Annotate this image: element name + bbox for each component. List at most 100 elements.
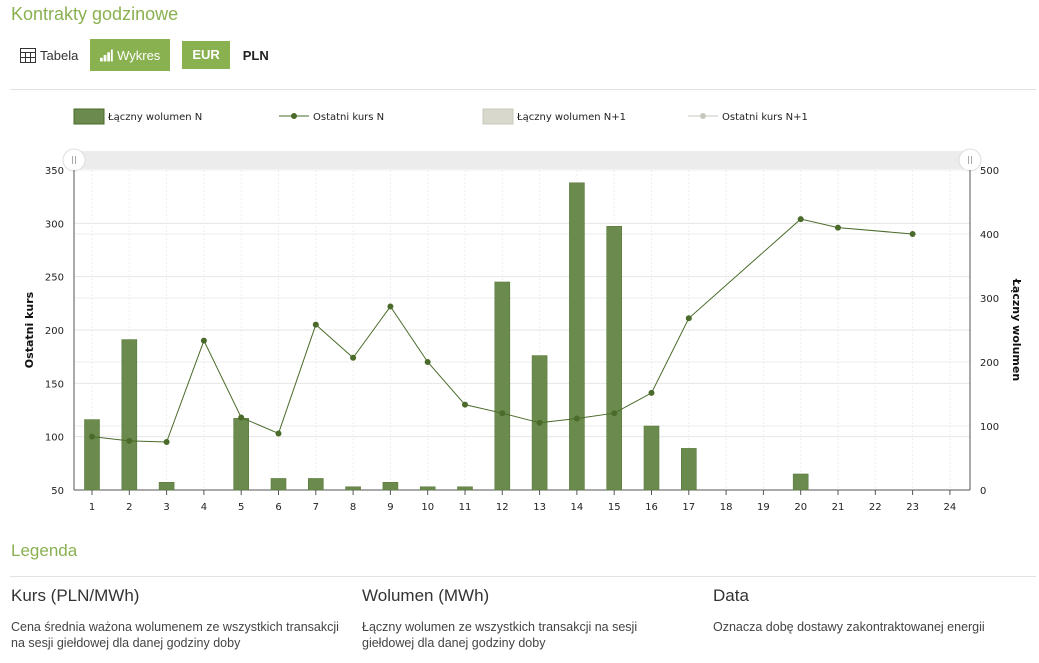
volume-bar[interactable] xyxy=(792,473,809,491)
volume-bar[interactable] xyxy=(345,486,361,491)
y-left-tick-label: 250 xyxy=(45,273,64,284)
legend-item-text: Oznacza dobę dostawy zakontraktowanej en… xyxy=(713,620,985,634)
price-point[interactable] xyxy=(350,354,357,361)
price-point[interactable] xyxy=(573,415,580,422)
x-tick-label: 9 xyxy=(387,502,393,513)
x-tick-label: 20 xyxy=(794,502,807,513)
x-tick-label: 4 xyxy=(201,502,207,513)
chart-svg: Łączny wolumen N Ostatni kurs N Łączny wol… xyxy=(23,108,1023,513)
volume-bar[interactable] xyxy=(84,419,100,491)
price-point[interactable] xyxy=(797,216,804,223)
x-tick-label: 2 xyxy=(126,502,132,513)
divider xyxy=(10,576,1036,577)
y-left-tick-label: 300 xyxy=(45,219,64,230)
x-tick-label: 11 xyxy=(459,502,472,513)
y-right-axis-title: Łączny wolumen xyxy=(1010,278,1023,381)
table-icon xyxy=(20,47,36,63)
volume-bar[interactable] xyxy=(606,226,623,491)
y-left-tick-label: 150 xyxy=(45,379,64,390)
legend-swatch xyxy=(73,108,105,125)
y-right-tick-label: 400 xyxy=(980,230,999,241)
page-title: Kontrakty godzinowe xyxy=(11,4,179,24)
y-right-tick-label: 100 xyxy=(980,422,999,433)
price-point[interactable] xyxy=(835,224,841,231)
x-tick-label: 10 xyxy=(421,502,434,513)
y-right-tick-label: 200 xyxy=(980,358,999,369)
x-tick-label: 1 xyxy=(89,502,95,513)
legend-item-heading: Data xyxy=(713,586,749,605)
price-point[interactable] xyxy=(499,410,506,417)
y-left-tick-label: 200 xyxy=(45,326,64,337)
price-point[interactable] xyxy=(462,401,468,408)
price-point[interactable] xyxy=(909,231,916,237)
range-handle-left[interactable] xyxy=(62,148,86,172)
bar-chart-icon xyxy=(100,49,114,61)
x-tick-label: 15 xyxy=(608,502,621,513)
y-left-tick-label: 50 xyxy=(51,486,64,497)
volume-bar[interactable] xyxy=(233,418,249,491)
price-point[interactable] xyxy=(163,439,170,445)
volume-bar[interactable] xyxy=(307,478,324,491)
divider xyxy=(10,89,1036,90)
legend-entry[interactable]: Łączny wolumen N xyxy=(107,112,202,123)
y-left-tick-label: 350 xyxy=(45,166,64,177)
volume-bar[interactable] xyxy=(680,448,697,491)
x-tick-label: 12 xyxy=(496,502,509,513)
volume-bar[interactable] xyxy=(270,478,287,491)
x-tick-label: 17 xyxy=(682,502,695,513)
legend-swatch xyxy=(291,113,297,119)
x-tick-label: 8 xyxy=(350,502,356,513)
volume-bar[interactable] xyxy=(494,281,511,491)
volume-bar[interactable] xyxy=(457,486,473,491)
y-right-tick-label: 300 xyxy=(980,294,999,305)
table-view-button[interactable]: Tabela xyxy=(20,47,78,63)
range-navigator[interactable] xyxy=(74,151,970,169)
pln-currency-button[interactable]: PLN xyxy=(242,47,269,63)
volume-bar[interactable] xyxy=(382,482,399,491)
price-point[interactable] xyxy=(89,433,95,440)
volume-bar[interactable] xyxy=(569,182,585,491)
range-handle-right[interactable] xyxy=(958,148,982,172)
y-right-tick-label: 0 xyxy=(980,486,986,497)
x-tick-label: 19 xyxy=(757,502,770,513)
volume-bar[interactable] xyxy=(121,339,138,491)
x-tick-label: 24 xyxy=(944,502,957,513)
x-tick-label: 18 xyxy=(720,502,733,513)
y-left-axis-title: Ostatni kurs xyxy=(23,291,36,368)
chart-view-button[interactable]: Wykres xyxy=(90,39,171,71)
y-left-tick-label: 100 xyxy=(45,433,64,444)
legend-swatch xyxy=(482,108,514,125)
legend-entry[interactable]: Ostatni kurs N+1 xyxy=(722,112,808,123)
price-point[interactable] xyxy=(648,389,655,396)
price-point[interactable] xyxy=(200,337,207,344)
price-point[interactable] xyxy=(275,430,282,437)
chart-view-label: Wykres xyxy=(117,47,161,63)
volume-bar[interactable] xyxy=(419,486,436,491)
price-point[interactable] xyxy=(126,437,133,444)
x-tick-label: 13 xyxy=(533,502,546,513)
legend-swatch xyxy=(700,113,706,119)
x-tick-label: 22 xyxy=(869,502,882,513)
x-tick-label: 7 xyxy=(313,502,319,513)
x-tick-label: 6 xyxy=(275,502,281,513)
volume-bar[interactable] xyxy=(158,482,175,491)
eur-currency-button[interactable]: EUR xyxy=(182,41,230,69)
legend-item-volume: Wolumen (MWh) Łączny wolumen ze wszystki… xyxy=(362,586,692,651)
price-point[interactable] xyxy=(238,414,245,421)
legend-entry[interactable]: Łączny wolumen N+1 xyxy=(516,112,626,123)
price-line xyxy=(91,218,913,443)
legend-item-text: Cena średnia ważona wolumenem ze wszystk… xyxy=(11,620,339,650)
chart-area: Łączny wolumen N Ostatni kurs N Łączny wol… xyxy=(0,95,1039,520)
price-point[interactable] xyxy=(536,419,543,426)
legend-entry[interactable]: Ostatni kurs N xyxy=(313,112,384,123)
volume-bar[interactable] xyxy=(643,425,660,491)
price-point[interactable] xyxy=(611,410,618,417)
price-point[interactable] xyxy=(387,303,394,310)
x-tick-label: 5 xyxy=(238,502,244,513)
x-tick-label: 14 xyxy=(571,502,584,513)
legend-item-date: Data Oznacza dobę dostawy zakontraktowan… xyxy=(713,586,1039,635)
price-point[interactable] xyxy=(312,321,319,328)
x-tick-label: 21 xyxy=(832,502,845,513)
price-point[interactable] xyxy=(685,315,692,322)
price-point[interactable] xyxy=(424,359,431,365)
